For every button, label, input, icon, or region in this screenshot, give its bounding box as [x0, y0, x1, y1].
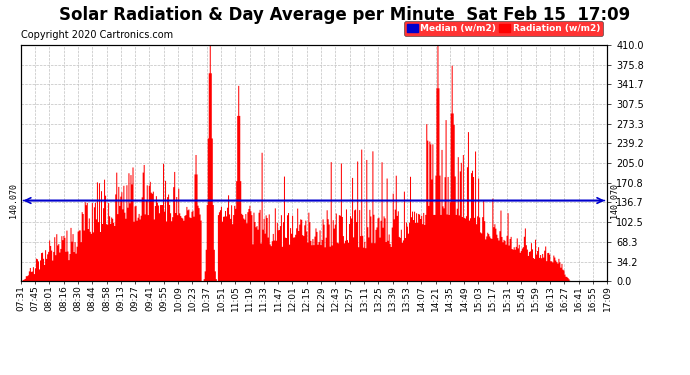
Text: 140.070: 140.070 — [610, 183, 619, 218]
Legend: Median (w/m2), Radiation (w/m2): Median (w/m2), Radiation (w/m2) — [404, 21, 602, 36]
Text: 140.070: 140.070 — [9, 183, 18, 218]
Text: Copyright 2020 Cartronics.com: Copyright 2020 Cartronics.com — [21, 30, 173, 40]
Text: Solar Radiation & Day Average per Minute  Sat Feb 15  17:09: Solar Radiation & Day Average per Minute… — [59, 6, 631, 24]
